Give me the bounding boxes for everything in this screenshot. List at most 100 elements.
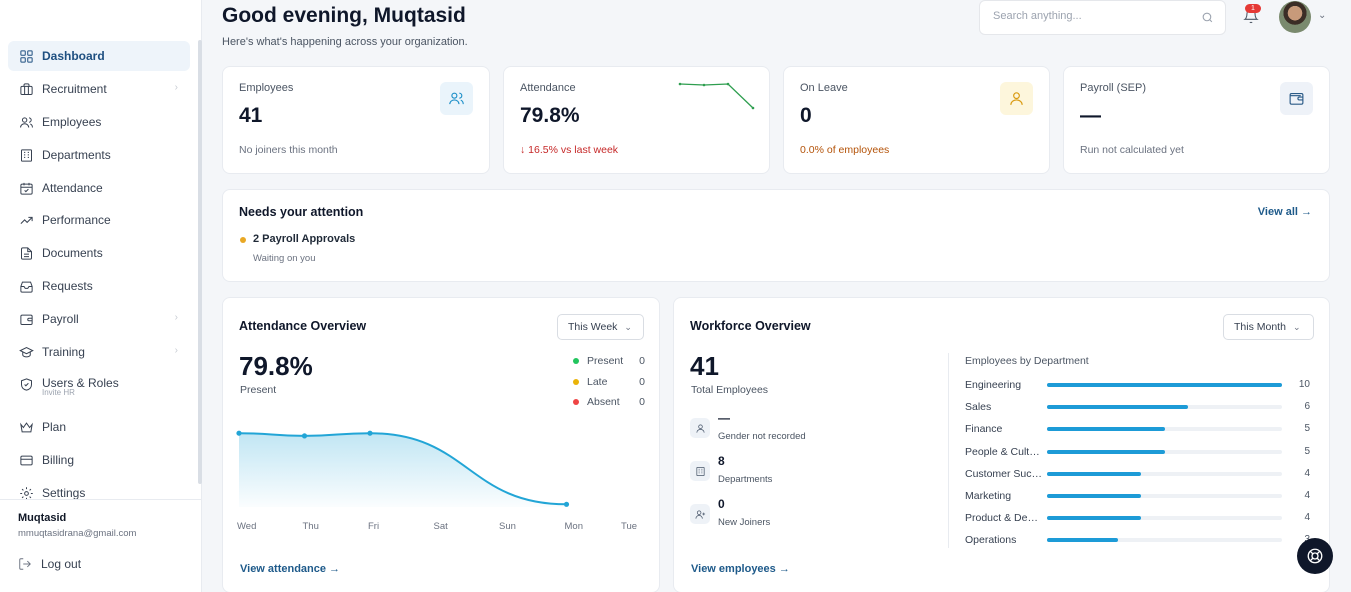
dept-name: Operations — [965, 534, 1017, 547]
dept-name: Engineering — [965, 379, 1022, 391]
dept-row: Marketing 4 — [965, 488, 1310, 504]
sidebar-footer: Muqtasid mmuqtasidrana@gmail.com Log out — [0, 499, 202, 592]
dept-bar-track — [1047, 538, 1282, 543]
page-subtitle: Here's what's happening across your orga… — [222, 36, 468, 48]
search-input[interactable] — [993, 10, 1193, 22]
dept-bar — [1047, 494, 1141, 498]
sidebar-item-billing[interactable]: Billing — [8, 445, 190, 475]
stat-value: 79.8% — [520, 104, 580, 127]
stat-card-attendance[interactable]: Attendance 79.8% ↓ 16.5% vs last week — [503, 66, 770, 174]
avatar[interactable] — [1279, 1, 1311, 33]
sidebar-item-payroll[interactable]: Payroll › — [8, 304, 190, 334]
legend-item-present: Present 0 — [573, 355, 645, 367]
legend-dot — [573, 378, 579, 385]
search-box[interactable] — [979, 0, 1226, 35]
document-icon — [18, 245, 34, 261]
dept-name: Marketing — [965, 490, 1012, 502]
dept-bar — [1047, 427, 1165, 432]
dept-row: People & Culture 5 — [965, 444, 1310, 460]
chart-point[interactable] — [367, 430, 373, 436]
legend-label: Late — [587, 375, 608, 388]
dept-bar-track — [1047, 471, 1282, 476]
workforce-item-value: 0 — [718, 497, 725, 511]
sidebar-scrollbar[interactable] — [198, 40, 202, 484]
legend-dot — [573, 399, 579, 405]
dept-row: Sales 6 — [965, 399, 1310, 415]
wallet-icon — [18, 311, 34, 327]
x-tick-label: Sun — [499, 521, 516, 532]
sidebar-item-documents[interactable]: Documents — [8, 238, 190, 268]
stat-label: On Leave — [800, 82, 848, 94]
stat-label: Payroll (SEP) — [1080, 82, 1147, 94]
chart-point[interactable] — [301, 433, 308, 439]
sidebar-item-dashboard[interactable]: Dashboard — [8, 41, 190, 71]
x-tick-label: Fri — [368, 521, 380, 532]
attention-card: Needs your attention View all → 2 Payrol… — [222, 189, 1330, 282]
sidebar-item-label: Training — [42, 345, 85, 359]
dropdown-value: This Week — [568, 321, 618, 333]
sidebar-item-attendance[interactable]: Attendance — [8, 173, 190, 203]
x-tick-label: Sat — [433, 521, 448, 532]
stat-card-on-leave[interactable]: On Leave 0 0.0% of employees — [783, 66, 1050, 174]
logout-label: Log out — [41, 557, 82, 571]
workforce-item-label: Departments — [718, 474, 773, 485]
dept-name: Sales — [965, 401, 992, 414]
logout-button[interactable]: Log out — [18, 557, 81, 571]
help-button[interactable] — [1297, 538, 1333, 574]
sidebar-user-name: Muqtasid — [18, 512, 67, 524]
chevron-down-icon: ⌄ — [624, 321, 632, 332]
stat-card-payroll[interactable]: Payroll (SEP) — Run not calculated yet — [1063, 66, 1330, 174]
sidebar-item-label: Recruitment — [42, 82, 107, 96]
total-employees-label: Total Employees — [691, 384, 769, 396]
legend-dot — [573, 358, 579, 364]
x-tick-label: Wed — [237, 521, 257, 532]
workforce-item-label: Gender not recorded — [718, 431, 806, 442]
dept-bar — [1047, 471, 1141, 476]
sidebar-item-recruitment[interactable]: Recruitment › — [8, 74, 190, 104]
legend-item-late: Late 0 — [573, 376, 645, 388]
attendance-range-dropdown[interactable]: This Week ⌄ — [557, 314, 644, 340]
legend-item-absent: Absent 0 — [573, 396, 645, 408]
attendance-chart — [236, 430, 570, 507]
view-employees-link[interactable]: View employees → — [691, 563, 790, 575]
stat-card-employees[interactable]: Employees 41 No joiners this month — [222, 66, 490, 174]
sidebar-item-employees[interactable]: Employees — [8, 107, 190, 137]
sidebar-item-requests[interactable]: Requests — [8, 271, 190, 301]
dept-bar-track — [1047, 494, 1282, 498]
trending-up-icon — [18, 212, 34, 228]
logout-icon — [19, 558, 31, 570]
view-all-link[interactable]: View all → — [1257, 206, 1312, 218]
dept-name: Customer Success — [965, 467, 1043, 480]
sidebar-user-email: mmuqtasidrana@gmail.com — [18, 528, 137, 539]
dept-row: Operations3 — [965, 532, 1310, 548]
dept-row: Product & Design 4 — [965, 510, 1310, 526]
chart-point[interactable] — [236, 430, 242, 436]
search-icon — [1202, 12, 1213, 23]
graduation-cap-icon — [18, 344, 34, 360]
dept-value: 10 — [1298, 379, 1310, 390]
sidebar-item-label: Documents — [42, 246, 103, 260]
dept-name: Finance — [965, 423, 1003, 436]
briefcase-icon — [18, 81, 34, 97]
dept-name: People & Culture — [965, 445, 1043, 458]
sidebar-item-label: Billing — [42, 453, 75, 467]
users-icon — [18, 114, 34, 130]
sidebar-item-training[interactable]: Training › — [8, 337, 190, 367]
stat-label: Employees — [239, 82, 294, 94]
sidebar-item-label: Departments — [42, 148, 111, 162]
sidebar-item-label: Dashboard — [42, 49, 105, 63]
sidebar-item-settings[interactable]: Settings — [8, 478, 190, 508]
stat-sub: No joiners this month — [239, 144, 338, 156]
view-attendance-link[interactable]: View attendance → — [240, 563, 341, 575]
sidebar-item-plan[interactable]: Plan — [8, 412, 190, 442]
chart-point[interactable] — [563, 501, 570, 507]
attention-item-title[interactable]: 2 Payroll Approvals — [253, 233, 356, 245]
sidebar-item-users-roles[interactable]: Users & Roles Invite HR — [8, 369, 190, 399]
sidebar-item-departments[interactable]: Departments — [8, 140, 190, 170]
sidebar-item-performance[interactable]: Performance — [8, 205, 190, 235]
workforce-range-dropdown[interactable]: This Month ⌄ — [1223, 314, 1314, 340]
credit-card-icon — [18, 452, 34, 468]
stat-value: — — [1080, 104, 1101, 127]
chevron-down-icon[interactable]: ⌄ — [1318, 10, 1327, 21]
sidebar: Dashboard Recruitment › Employees Department… — [0, 0, 202, 592]
